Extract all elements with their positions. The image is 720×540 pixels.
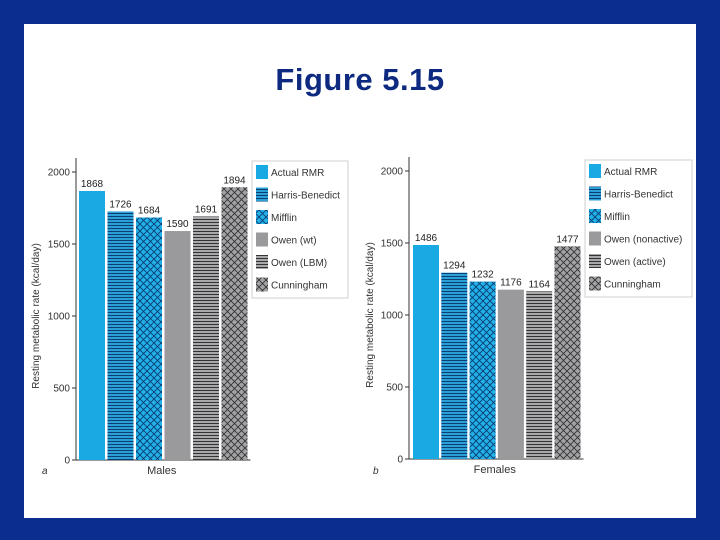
bar (469, 281, 496, 459)
bar-value-label: 1684 (138, 206, 161, 217)
y-tick-label: 0 (397, 455, 403, 466)
legend-swatch (589, 231, 601, 246)
legend-label: Mifflin (604, 212, 630, 223)
legend: Actual RMR Harris-Benedict Mifflin Owen (no… (584, 159, 693, 298)
legend: Actual RMR Harris-Benedict Mifflin Owen (wt… (251, 160, 349, 299)
y-tick-label: 500 (53, 384, 70, 395)
y-tick-label: 500 (386, 383, 403, 394)
legend-swatch (589, 276, 601, 291)
legend-label: Owen (LBM) (271, 258, 327, 269)
legend-label: Cunningham (271, 281, 328, 292)
bar-value-label: 1486 (415, 233, 438, 244)
bar-value-label: 1590 (166, 219, 189, 230)
bar (164, 231, 191, 460)
bar (497, 289, 524, 459)
bar (136, 217, 162, 460)
bar (413, 245, 439, 459)
bar (526, 291, 553, 459)
legend-label: Actual RMR (271, 168, 324, 179)
y-tick-label: 2000 (48, 168, 71, 179)
bar (107, 211, 134, 460)
y-tick-label: 1500 (48, 240, 71, 251)
chart-panel-b: 0 500 1000 1500 2000 Resting metabolic rate (… (365, 157, 693, 477)
legend-label: Cunningham (604, 280, 661, 291)
legend-swatch (589, 164, 601, 178)
panel-label: a (42, 466, 48, 477)
legend-swatch (256, 277, 268, 292)
legend-box (251, 160, 349, 299)
legend-label: Harris-Benedict (604, 190, 673, 201)
bar-value-label: 1164 (528, 279, 550, 290)
bar-value-label: 1726 (109, 199, 132, 210)
legend-swatch (589, 186, 601, 201)
y-tick-label: 1000 (381, 311, 404, 322)
y-tick-label: 1000 (48, 312, 71, 323)
y-tick-label: 0 (64, 456, 70, 467)
legend-label: Actual RMR (604, 167, 657, 178)
legend-swatch (589, 254, 601, 268)
legend-label: Mifflin (271, 213, 297, 224)
panel-label: b (373, 466, 379, 477)
legend-label: Owen (wt) (271, 236, 317, 247)
bar-value-label: 1868 (81, 179, 104, 190)
legend-swatch (256, 255, 268, 269)
y-tick-label: 2000 (381, 167, 404, 178)
bar-value-label: 1294 (443, 261, 466, 272)
bar-value-label: 1232 (471, 270, 494, 281)
legend-swatch (589, 209, 601, 223)
y-axis-title: Resting metabolic rate (kcal/day) (31, 243, 42, 389)
x-axis-title: Males (147, 465, 177, 477)
legend-box (584, 159, 693, 298)
legend-swatch (256, 187, 268, 202)
x-axis-title: Females (474, 464, 517, 476)
chart-panel-a: 0 500 1000 1500 2000 Resting metabolic rate (… (31, 158, 349, 477)
bar (193, 216, 219, 460)
bar-value-label: 1176 (500, 278, 522, 289)
bar-value-label: 1477 (556, 234, 579, 245)
bar-value-label: 1691 (195, 204, 218, 215)
bar (554, 246, 581, 459)
y-tick-label: 1500 (381, 239, 404, 250)
bar (79, 191, 105, 460)
y-axis-title: Resting metabolic rate (kcal/day) (365, 242, 376, 388)
bar (441, 272, 468, 459)
slide-title: Figure 5.15 (275, 62, 445, 97)
legend-swatch (256, 232, 268, 247)
legend-swatch (256, 210, 268, 224)
bar-value-label: 1894 (223, 175, 246, 186)
legend-label: Owen (nonactive) (604, 235, 682, 246)
legend-swatch (256, 165, 268, 179)
legend-label: Harris-Benedict (271, 191, 340, 202)
bar (221, 187, 248, 460)
legend-label: Owen (active) (604, 257, 666, 268)
